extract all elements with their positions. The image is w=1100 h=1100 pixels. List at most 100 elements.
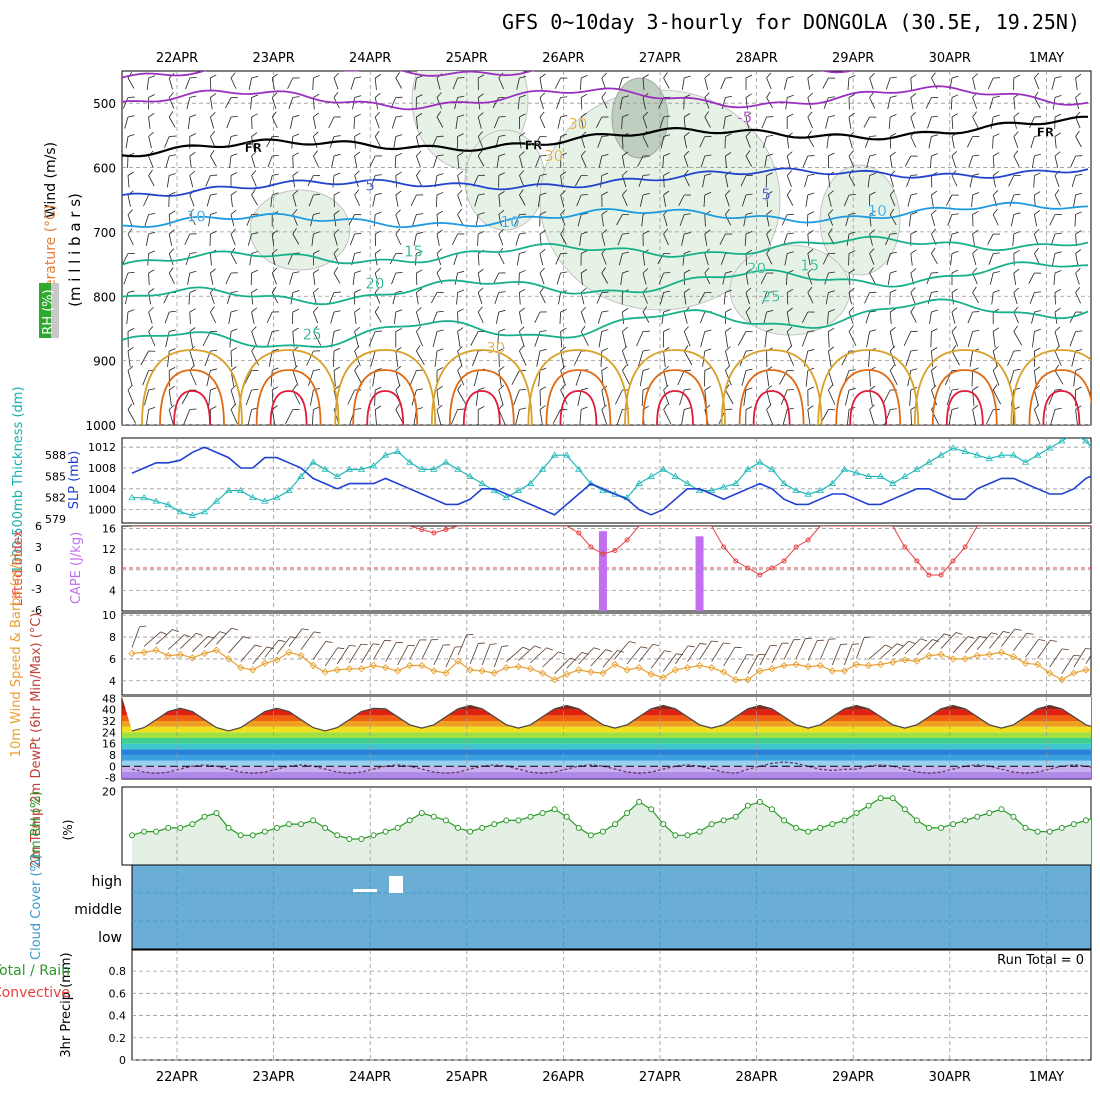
wind-barb — [620, 270, 629, 285]
wind-barb — [243, 370, 259, 385]
barb-flag — [375, 174, 382, 176]
barb-flag — [972, 386, 979, 391]
barb-flag — [395, 328, 402, 332]
barb-shaft — [703, 194, 706, 207]
surface-barb — [916, 639, 939, 656]
rh-point — [708, 821, 715, 828]
barb-shaft — [127, 370, 133, 387]
barb-flag — [766, 91, 771, 98]
barb-shaft — [331, 155, 335, 168]
bottom-date-label: 30APR — [929, 1070, 971, 1085]
barb-shaft — [210, 253, 212, 266]
wind-barb — [498, 172, 506, 188]
surface-barb-flag — [944, 633, 951, 637]
wind-barb — [271, 286, 279, 304]
barb-shaft — [824, 272, 829, 285]
wind-barb — [766, 228, 772, 246]
wind-barb — [992, 365, 1000, 386]
barb-shaft — [309, 389, 314, 406]
surface-barb-shaft — [578, 647, 595, 665]
barb-flag — [766, 404, 772, 410]
thickness-point — [333, 472, 341, 479]
barb-shaft — [289, 272, 294, 285]
barb-shaft — [642, 136, 649, 148]
barb-flag — [787, 251, 794, 254]
wind-speed-point — [526, 665, 535, 673]
barb-shaft — [494, 292, 500, 304]
thickness-point — [732, 479, 740, 486]
surface-barb-shaft — [614, 641, 630, 659]
wind-barb — [393, 134, 403, 149]
barb-shaft — [473, 370, 479, 387]
barb-flag — [622, 251, 630, 254]
barb-flag — [910, 74, 917, 79]
barb-shaft — [1054, 175, 1060, 187]
barb-shaft — [455, 116, 458, 129]
thickness-point — [659, 465, 668, 472]
wind-barb — [556, 96, 568, 109]
barb-shaft — [1029, 116, 1035, 129]
barb-shaft — [1054, 350, 1062, 366]
surface-barb — [1085, 644, 1091, 665]
barb-flag — [189, 327, 196, 332]
barb-flag — [498, 116, 506, 118]
temp-band — [122, 771, 1091, 778]
temp-mask — [122, 697, 1091, 731]
barb-flag — [477, 150, 483, 157]
wind-barb — [828, 384, 836, 405]
wind-barb — [374, 405, 382, 425]
wind-barb — [333, 72, 339, 90]
surface-barb-flag — [219, 631, 227, 635]
barb-shaft — [658, 272, 664, 285]
barb-flag — [1075, 192, 1083, 196]
barb-shaft — [807, 409, 811, 425]
barb-flag — [395, 384, 401, 391]
wind-barb — [187, 114, 197, 129]
barb-shaft — [433, 155, 438, 168]
barb-shaft — [145, 409, 149, 425]
wind-speed-point — [756, 667, 764, 675]
surface-barb-flag — [1061, 648, 1069, 651]
barb-shaft — [698, 292, 706, 304]
barb-shaft — [226, 116, 232, 129]
wind-barb — [492, 97, 506, 109]
surface-barb-shaft — [385, 642, 397, 662]
wind-barb — [451, 233, 465, 245]
barb-flag — [230, 228, 236, 235]
wind-barb — [165, 329, 176, 348]
barb-shaft — [1010, 214, 1015, 227]
contour-label: 20 — [365, 275, 384, 293]
barb-shaft — [992, 350, 998, 367]
barb-flag — [189, 289, 197, 293]
barb-flag — [395, 365, 402, 371]
barb-shaft — [1075, 253, 1079, 266]
barb-flag — [581, 75, 588, 79]
cloud-layer-label: low — [98, 930, 122, 946]
surface-barb-flag — [629, 641, 636, 644]
wind-barb — [393, 309, 403, 324]
barb-shaft — [910, 311, 917, 323]
barb-flag — [498, 366, 505, 371]
barb-shaft — [704, 214, 706, 227]
thickness-point — [587, 479, 595, 486]
barb-flag — [745, 231, 753, 235]
surface-barb-shaft — [1049, 648, 1063, 668]
wind-barb — [210, 93, 217, 110]
wind-barb — [368, 330, 382, 347]
surface-barb-shaft — [771, 642, 783, 663]
barb-shaft — [947, 214, 953, 226]
barb-flag — [992, 190, 999, 196]
barb-flag — [374, 249, 381, 254]
wind-barb — [432, 329, 444, 348]
barb-flag — [230, 328, 238, 332]
barb-flag — [230, 366, 237, 371]
barb-flag — [313, 306, 319, 313]
barb-shaft — [271, 116, 278, 129]
barb-shaft — [783, 77, 788, 90]
barb-flag — [210, 331, 218, 332]
barb-flag — [210, 150, 215, 157]
barb-shaft — [990, 116, 994, 129]
thickness-point — [249, 493, 257, 501]
thickness-label: 1000-500mb Thickness (dm) — [11, 386, 26, 573]
barb-flag — [457, 384, 462, 391]
